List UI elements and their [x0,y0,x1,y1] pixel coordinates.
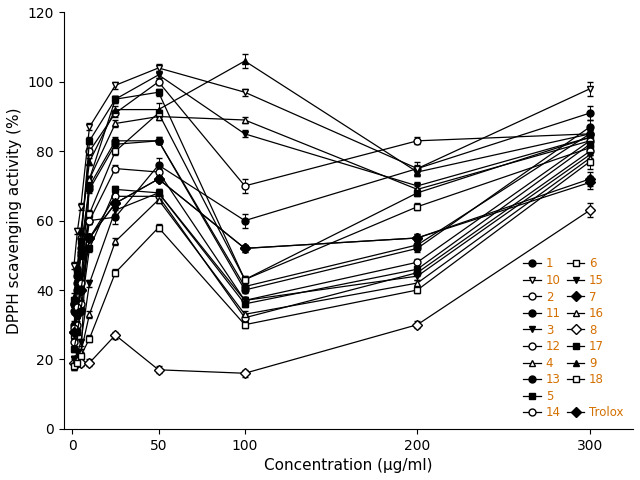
Y-axis label: DPPH scavenging activity (%): DPPH scavenging activity (%) [7,108,22,334]
X-axis label: Concentration (μg/ml): Concentration (μg/ml) [264,458,433,473]
Legend: 1, 10, 2, 11, 3, 12, 4, 13, 5, 14, 6, 15, 7, 16, 8, 17, 9, 18, , Trolox: 1, 10, 2, 11, 3, 12, 4, 13, 5, 14, 6, 15… [520,254,627,423]
